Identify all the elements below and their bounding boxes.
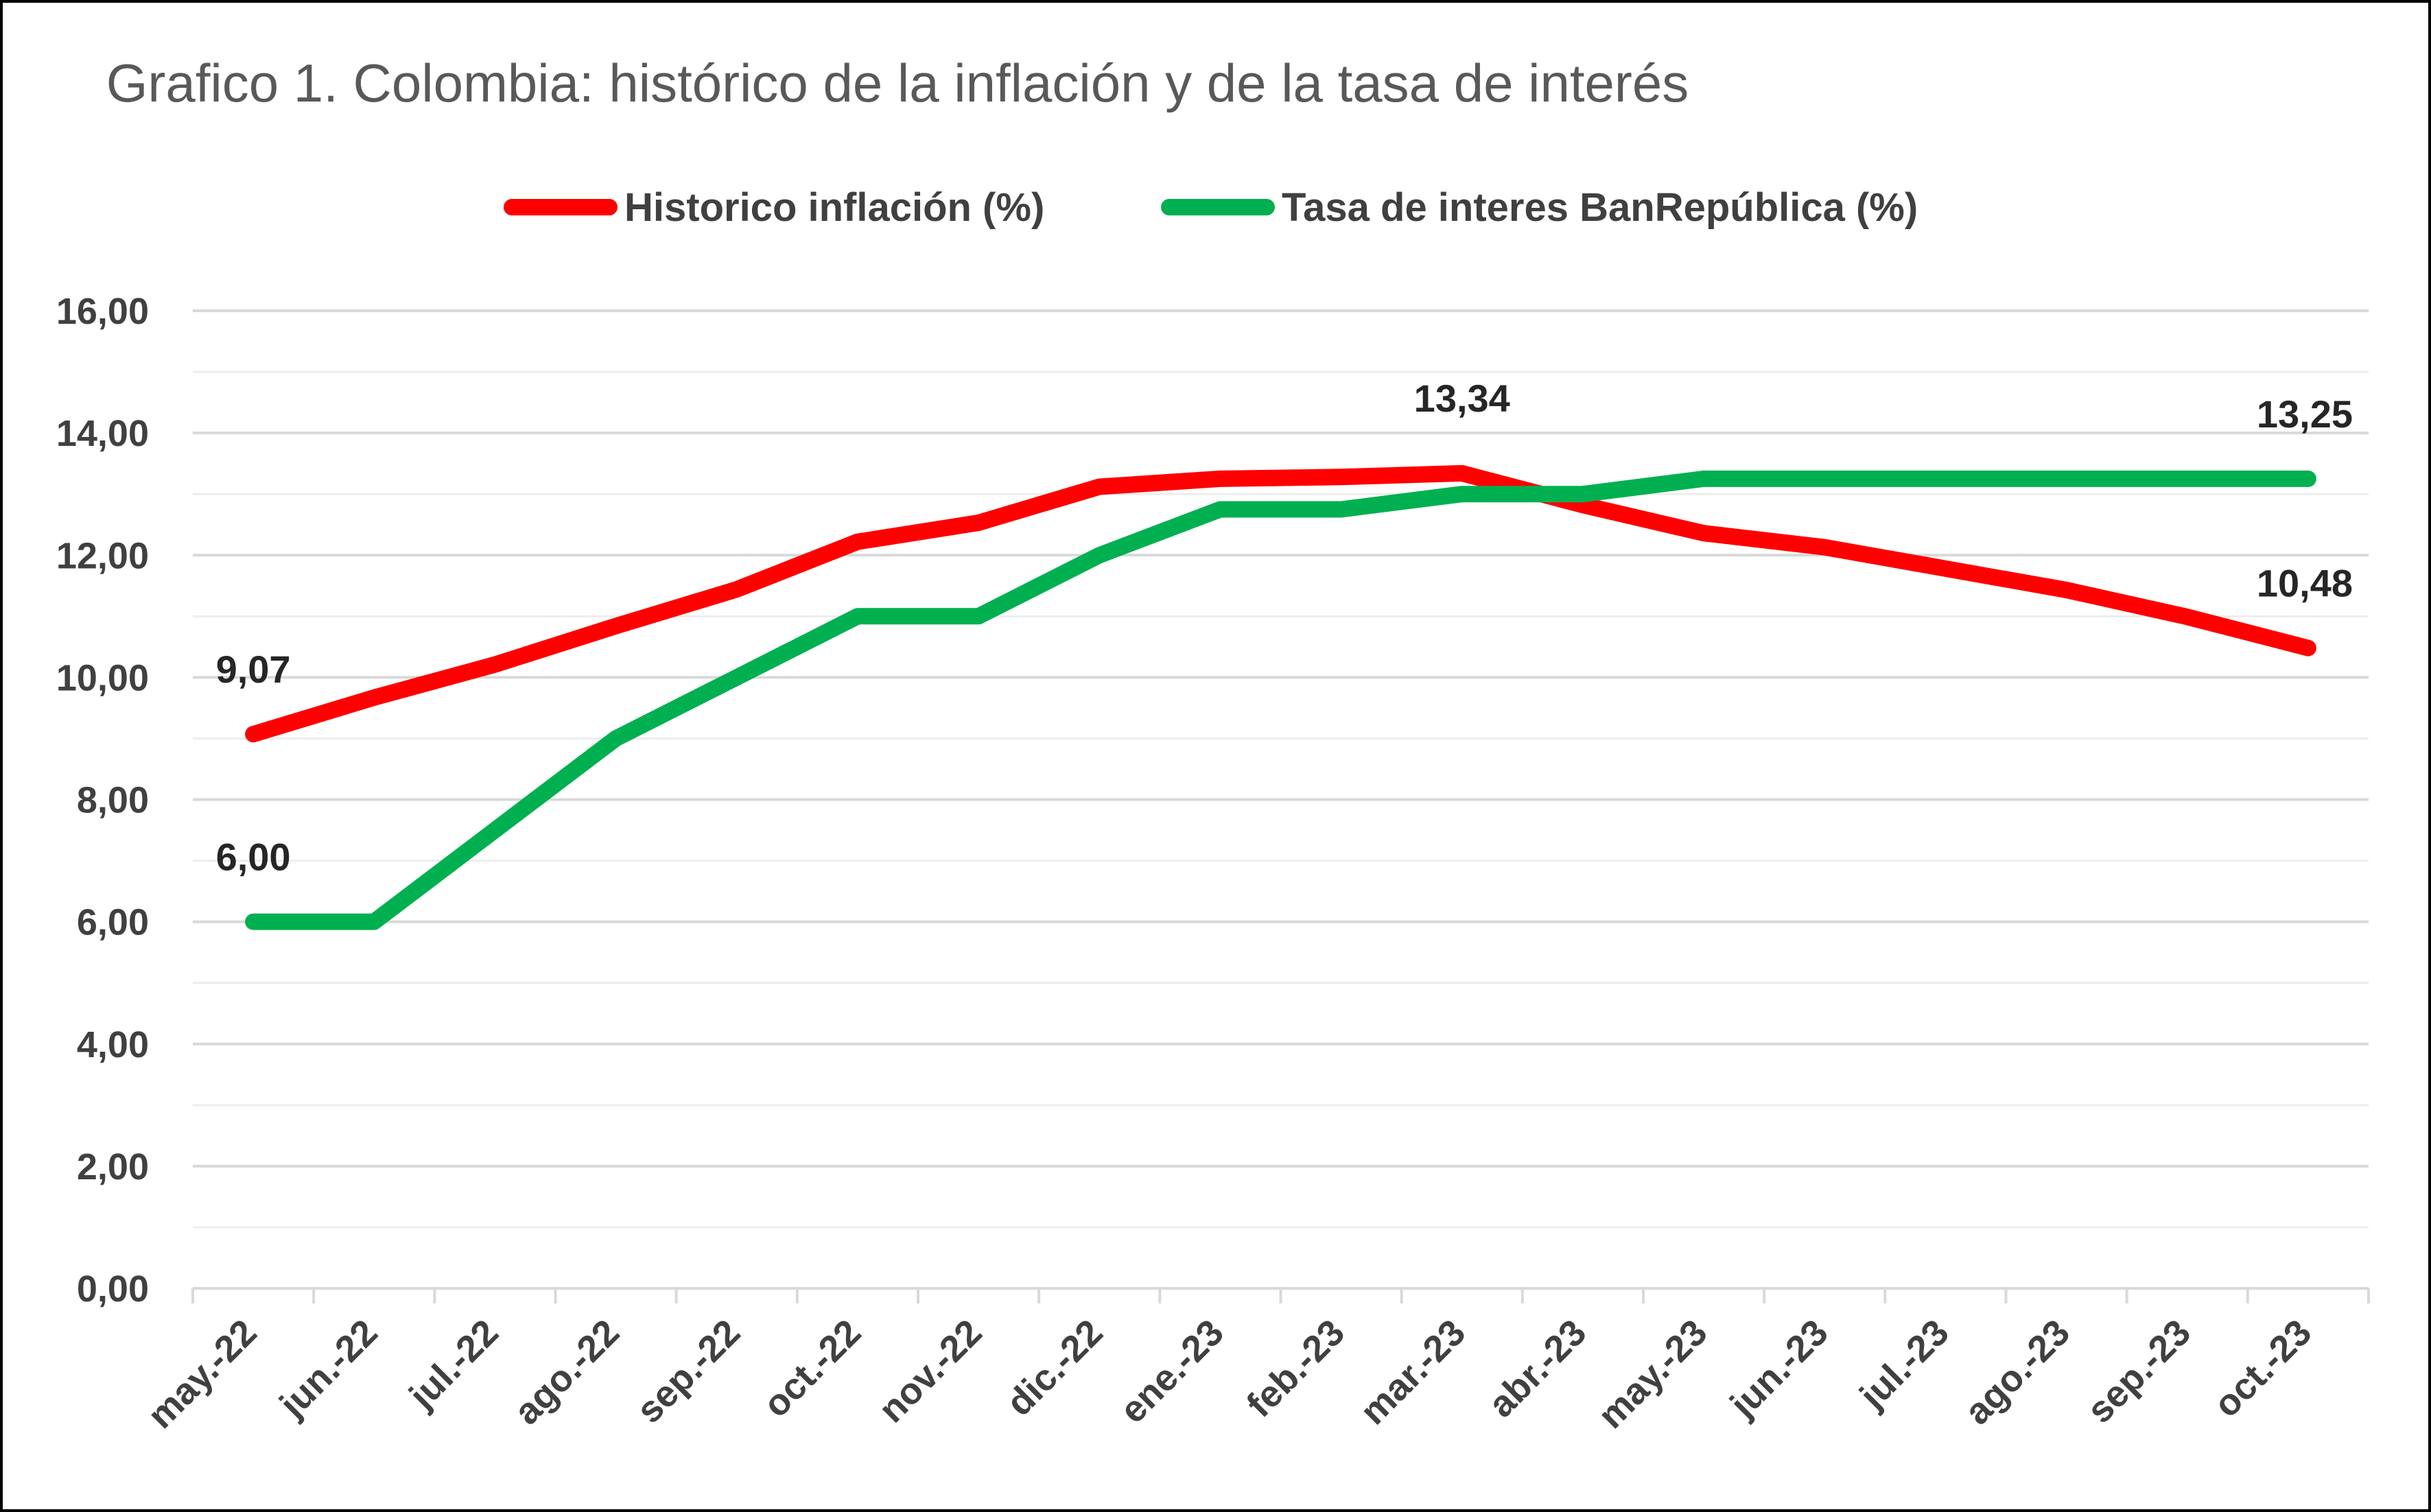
x-tick-label: feb.-23 xyxy=(1239,1312,1353,1426)
series-lines xyxy=(245,464,2316,930)
legend-label: Tasa de interes BanRepública (%) xyxy=(1282,185,1918,230)
y-tick-label: 0,00 xyxy=(77,1268,149,1310)
data-label: 10,48 xyxy=(2257,562,2353,605)
y-tick-label: 6,00 xyxy=(77,902,149,943)
y-tick-label: 14,00 xyxy=(56,413,149,454)
x-tick-label: may.-22 xyxy=(140,1312,265,1437)
x-tick-label: nov.-22 xyxy=(871,1312,989,1430)
legend-label: Historico inflación (%) xyxy=(624,185,1044,230)
y-tick-label: 2,00 xyxy=(77,1146,149,1188)
y-tick-label: 8,00 xyxy=(77,780,149,821)
x-tick-label: ene.-23 xyxy=(1112,1312,1232,1431)
x-tick-label: ago.-23 xyxy=(1957,1312,2078,1432)
x-tick-label: dic.-22 xyxy=(998,1312,1110,1424)
y-tick-label: 4,00 xyxy=(77,1024,149,1065)
x-tick-label: mar.-23 xyxy=(1352,1312,1473,1432)
y-tick-label: 10,00 xyxy=(56,657,149,698)
x-tick-label: sep.-23 xyxy=(2079,1312,2198,1431)
x-tick-label: jul.-22 xyxy=(401,1312,506,1417)
gridlines xyxy=(193,309,2369,1229)
interest-rate-line xyxy=(245,470,2316,930)
x-tick-label: oct.-23 xyxy=(2206,1312,2320,1426)
legend: Historico inflación (%) Tasa de interes B… xyxy=(504,185,1918,230)
data-label: 13,25 xyxy=(2257,392,2353,436)
x-tick-label: jun.-23 xyxy=(1722,1312,1836,1426)
inflation-line xyxy=(245,464,2316,743)
x-tick-label: jun.-22 xyxy=(272,1312,386,1426)
axes: 0,00 2,00 4,00 6,00 8,00 10,00 12,00 14,00 16,00… xyxy=(56,291,2370,1437)
data-label: 9,07 xyxy=(216,648,291,691)
x-tick-label: oct.-22 xyxy=(755,1312,869,1426)
line-chart: Grafico 1. Colombia: histórico de la inf… xyxy=(56,53,2370,1437)
y-tick-label: 12,00 xyxy=(56,535,149,576)
x-tick-label: may.-23 xyxy=(1590,1312,1715,1437)
y-tick-label: 16,00 xyxy=(56,291,149,332)
x-tick-label: jul.-23 xyxy=(1851,1312,1956,1417)
x-tick-label: ago.-22 xyxy=(506,1312,627,1432)
x-tick-label: sep.-22 xyxy=(629,1312,748,1431)
chart-title: Grafico 1. Colombia: histórico de la inf… xyxy=(106,53,1689,113)
data-label: 13,34 xyxy=(1414,377,1510,420)
data-label: 6,00 xyxy=(216,836,291,879)
x-tick-label: abr.-23 xyxy=(1481,1312,1595,1426)
data-labels: 9,07 6,00 13,34 13,25 10,48 xyxy=(216,377,2353,879)
